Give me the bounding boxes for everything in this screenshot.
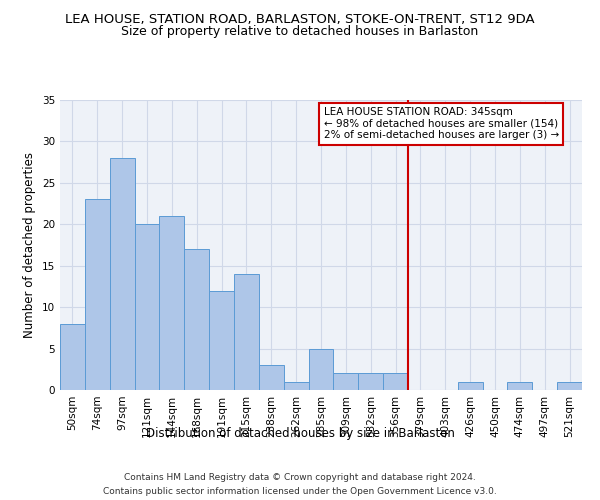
Y-axis label: Number of detached properties: Number of detached properties: [23, 152, 37, 338]
Bar: [85, 200, 110, 390]
Text: Size of property relative to detached houses in Barlaston: Size of property relative to detached ho…: [121, 25, 479, 38]
Text: Contains public sector information licensed under the Open Government Licence v3: Contains public sector information licen…: [103, 488, 497, 496]
Bar: [259, 365, 284, 390]
Text: LEA HOUSE, STATION ROAD, BARLASTON, STOKE-ON-TRENT, ST12 9DA: LEA HOUSE, STATION ROAD, BARLASTON, STOK…: [65, 12, 535, 26]
Bar: [184, 249, 209, 390]
Bar: [110, 158, 134, 390]
Bar: [60, 324, 85, 390]
Bar: [284, 382, 308, 390]
Text: LEA HOUSE STATION ROAD: 345sqm
← 98% of detached houses are smaller (154)
2% of : LEA HOUSE STATION ROAD: 345sqm ← 98% of …: [323, 108, 559, 140]
Bar: [134, 224, 160, 390]
Bar: [458, 382, 482, 390]
Bar: [508, 382, 532, 390]
Bar: [334, 374, 358, 390]
Text: Contains HM Land Registry data © Crown copyright and database right 2024.: Contains HM Land Registry data © Crown c…: [124, 472, 476, 482]
Text: Distribution of detached houses by size in Barlaston: Distribution of detached houses by size …: [146, 428, 454, 440]
Bar: [358, 374, 383, 390]
Bar: [234, 274, 259, 390]
Bar: [308, 348, 334, 390]
Bar: [557, 382, 582, 390]
Bar: [209, 290, 234, 390]
Bar: [160, 216, 184, 390]
Bar: [383, 374, 408, 390]
